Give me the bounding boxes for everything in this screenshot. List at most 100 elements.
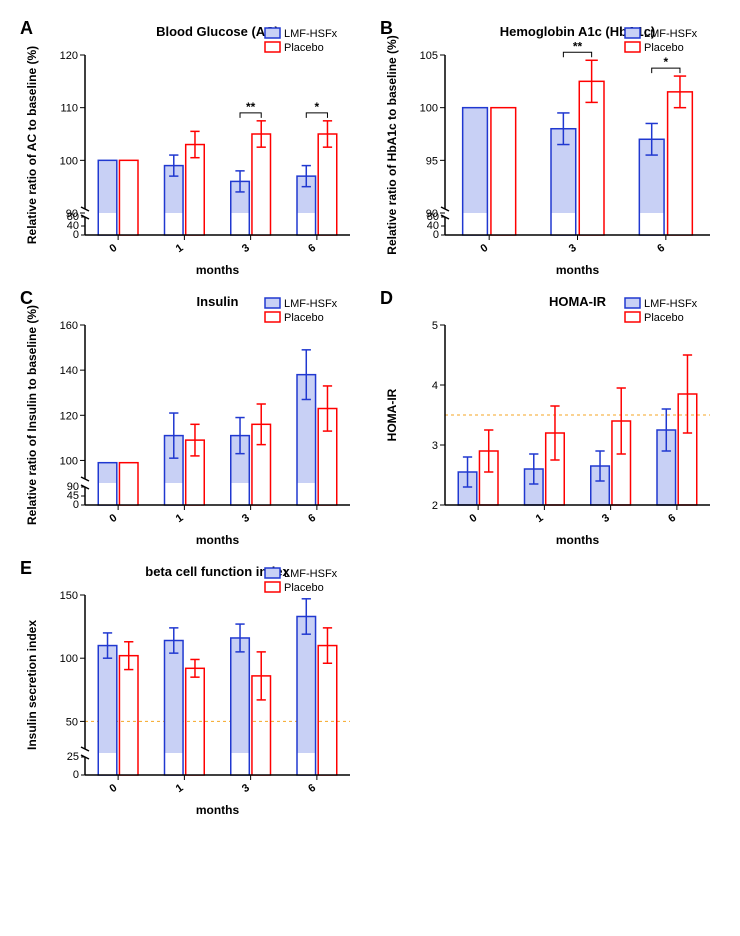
y-tick-label: 100 [60, 653, 78, 665]
y-tick-label: 4 [432, 380, 438, 392]
axis-break-mask [84, 213, 351, 235]
panel-letter: E [20, 558, 32, 579]
chart-title: HOMA-IR [549, 294, 607, 309]
legend-swatch-g2 [625, 42, 640, 52]
bar [579, 81, 604, 235]
legend-swatch-g1 [265, 298, 280, 308]
panel-letter: D [380, 288, 393, 309]
x-tick-label: 3 [240, 782, 252, 795]
axis-break-mask [444, 213, 711, 235]
y-tick-label: 90 [67, 481, 79, 493]
legend-label-g2: Placebo [644, 42, 684, 54]
sig-label: ** [246, 100, 256, 114]
y-tick-label: 25 [67, 751, 79, 763]
figure-grid: ABlood Glucose (AC)LMF-HSFxPlacebo040809… [20, 20, 720, 820]
legend-label-g1: LMF-HSFx [284, 298, 338, 310]
axis-break-mask [84, 753, 351, 775]
legend-label-g1: LMF-HSFx [284, 28, 338, 40]
panel-E: Ebeta cell function indexLMF-HSFxPlacebo… [20, 560, 360, 820]
y-axis-title: Relative ratio of HbA1c to baseline (%) [385, 35, 399, 254]
x-axis-title: months [556, 263, 600, 277]
x-tick-label: 0 [478, 242, 490, 255]
y-tick-label: 100 [60, 155, 78, 167]
sig-label: * [315, 100, 320, 114]
y-axis-title: Relative ratio of AC to baseline (%) [25, 46, 39, 244]
x-tick-label: 0 [107, 782, 119, 795]
panel-letter: A [20, 18, 33, 39]
x-tick-label: 6 [666, 512, 678, 525]
axis-break-mask [84, 483, 351, 505]
y-axis-title: Insulin secretion index [25, 620, 39, 750]
legend-label-g2: Placebo [644, 312, 684, 324]
y-tick-label: 95 [426, 155, 438, 167]
x-tick-label: 6 [306, 242, 318, 255]
y-tick-label: 50 [66, 716, 78, 728]
y-tick-label: 140 [60, 365, 78, 377]
y-axis-title: HOMA-IR [385, 388, 399, 441]
x-tick-label: 3 [567, 242, 579, 255]
y-axis-title: Relative ratio of Insulin to baseline (%… [25, 305, 39, 525]
x-tick-label: 3 [600, 512, 612, 525]
x-tick-label: 0 [107, 242, 119, 255]
legend-swatch-g2 [265, 42, 280, 52]
chart-title: Blood Glucose (AC) [156, 24, 279, 39]
x-tick-label: 6 [655, 242, 667, 255]
bar [297, 616, 316, 775]
x-axis-title: months [196, 533, 240, 547]
y-tick-label: 90 [66, 208, 78, 220]
x-tick-label: 6 [306, 782, 318, 795]
legend-swatch-g1 [625, 28, 640, 38]
chart-B: Hemoglobin A1c (HbA1c)LMF-HSFxPlacebo040… [380, 20, 720, 280]
y-tick-label: 105 [420, 50, 438, 62]
legend-swatch-g1 [265, 568, 280, 578]
x-tick-label: 1 [534, 512, 546, 525]
y-tick-label: 3 [432, 440, 438, 452]
panel-letter: C [20, 288, 33, 309]
chart-D: HOMA-IR LMF-HSFx Placebo 2 3 4 5 0 1 3 6 months HOMA… [380, 290, 720, 550]
chart-C: InsulinLMF-HSFxPlacebo045901001201401600… [20, 290, 360, 550]
legend-swatch-g2 [265, 312, 280, 322]
chart-title: Insulin [197, 294, 239, 309]
y-tick-label: 90 [426, 208, 438, 220]
x-tick-label: 0 [467, 512, 479, 525]
sig-label: ** [573, 39, 583, 53]
y-tick-label: 120 [60, 50, 78, 62]
x-tick-label: 6 [306, 512, 318, 525]
x-axis-title: months [196, 263, 240, 277]
chart-A: Blood Glucose (AC)LMF-HSFxPlacebo0408090… [20, 20, 360, 280]
y-tick-label: 160 [60, 320, 78, 332]
y-tick-label: 110 [60, 103, 78, 115]
x-tick-label: 1 [174, 782, 186, 795]
chart-E: beta cell function indexLMF-HSFxPlacebo0… [20, 560, 360, 820]
legend-label-g2: Placebo [284, 312, 324, 324]
x-tick-label: 3 [240, 512, 252, 525]
legend-swatch-g2 [265, 582, 280, 592]
y-tick-label: 100 [420, 103, 438, 115]
y-tick-label: 150 [60, 590, 78, 602]
legend-label-g1: LMF-HSFx [644, 298, 698, 310]
legend-swatch-g1 [625, 298, 640, 308]
y-tick-label: 100 [60, 455, 78, 467]
x-tick-label: 1 [174, 242, 186, 255]
panel-B: BHemoglobin A1c (HbA1c)LMF-HSFxPlacebo04… [380, 20, 720, 280]
sig-label: * [663, 55, 668, 69]
legend-swatch-g1 [265, 28, 280, 38]
panel-D: DHOMA-IRLMF-HSFxPlacebo23450136monthsHOM… [380, 290, 720, 550]
panel-A: ABlood Glucose (AC)LMF-HSFxPlacebo040809… [20, 20, 360, 280]
y-tick-label: 2 [432, 500, 438, 512]
x-tick-label: 0 [107, 512, 119, 525]
legend-label-g2: Placebo [284, 42, 324, 54]
panel-letter: B [380, 18, 393, 39]
y-tick-label: 120 [60, 410, 78, 422]
legend-swatch-g2 [625, 312, 640, 322]
x-axis-title: months [196, 803, 240, 817]
x-tick-label: 1 [174, 512, 186, 525]
legend-label-g1: LMF-HSFx [284, 568, 338, 580]
panel-C: CInsulinLMF-HSFxPlacebo04590100120140160… [20, 290, 360, 550]
x-axis-title: months [556, 533, 600, 547]
legend-label-g2: Placebo [284, 582, 324, 594]
y-tick-label: 0 [73, 769, 79, 781]
x-tick-label: 3 [240, 242, 252, 255]
legend-label-g1: LMF-HSFx [644, 28, 698, 40]
y-tick-label: 5 [432, 320, 438, 332]
